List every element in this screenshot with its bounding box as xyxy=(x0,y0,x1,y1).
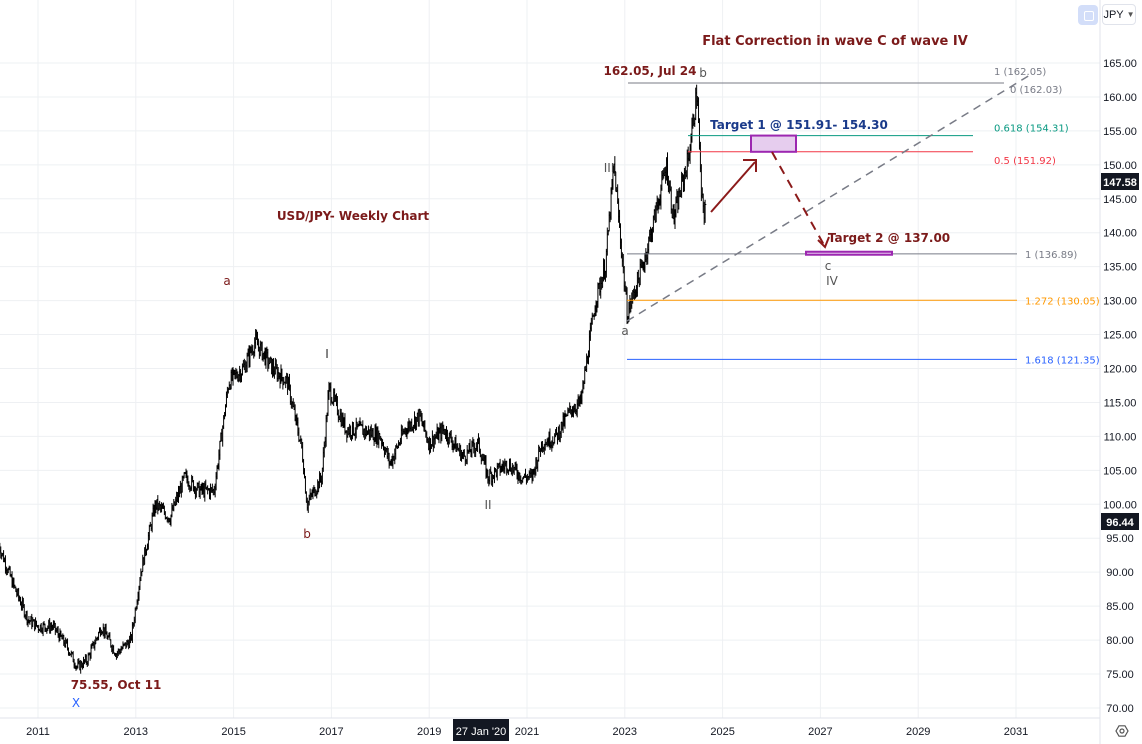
target1-box[interactable] xyxy=(750,134,797,153)
price-tick-label: 135.00 xyxy=(1103,262,1137,274)
time-tick-label: 2023 xyxy=(613,726,637,738)
time-tick-label: 2031 xyxy=(1004,726,1028,738)
target1-label: Target 1 @ 151.91- 154.30 xyxy=(710,118,888,132)
price-tick-label: 120.00 xyxy=(1103,364,1137,376)
time-tick-label: 2017 xyxy=(319,726,343,738)
price-tick-label: 70.00 xyxy=(1106,703,1134,715)
wave-a2: a xyxy=(621,324,628,338)
time-tick-label: 2029 xyxy=(906,726,930,738)
time-tick-label: 2021 xyxy=(515,726,539,738)
arrow-down-head xyxy=(817,236,830,249)
fib-label: 1 (136.89) xyxy=(1025,250,1077,261)
target2-bar[interactable] xyxy=(805,250,893,256)
trend-line[interactable] xyxy=(626,74,1031,322)
price-bar xyxy=(703,199,707,223)
wave-a1: a xyxy=(223,274,230,288)
price-tick-label: 95.00 xyxy=(1106,533,1134,545)
wave-b1: b xyxy=(303,527,311,541)
price-tick-label: 150.00 xyxy=(1103,160,1137,172)
chevron-down-icon: ▼ xyxy=(1126,10,1135,19)
grid xyxy=(0,0,1100,718)
arrow-up-head xyxy=(743,159,757,172)
wave-iv: IV xyxy=(826,274,839,288)
price-tick-label: 165.00 xyxy=(1103,58,1137,70)
time-tick-label: 2025 xyxy=(710,726,734,738)
price-bar xyxy=(304,475,307,494)
time-tick-label: 2011 xyxy=(26,726,50,738)
price-tick-label: 130.00 xyxy=(1103,296,1137,308)
svg-text:147.58: 147.58 xyxy=(1103,177,1137,189)
price-tick-label: 110.00 xyxy=(1104,431,1137,443)
fib-label: 1.618 (121.35) xyxy=(1025,355,1100,366)
crosshair-date-tag: 27 Jan '20 xyxy=(453,719,509,741)
price-tick-label: 75.00 xyxy=(1106,669,1134,681)
price-tick-label: 145.00 xyxy=(1103,194,1137,206)
fib-label: 1.272 (130.05) xyxy=(1025,296,1100,307)
time-axis[interactable]: 2011 2013 2015 2017 2019 2021 2023 2025 2027 2029… xyxy=(26,726,1028,738)
price-tick-label: 115.00 xyxy=(1104,397,1137,409)
price-bars xyxy=(0,84,707,674)
fib-label: 0.618 (154.31) xyxy=(994,124,1069,135)
price-tick-label: 160.00 xyxy=(1103,92,1137,104)
arrow-up[interactable] xyxy=(710,161,756,213)
fib-label: 1 (162.05) xyxy=(994,67,1046,78)
time-tick-label: 2013 xyxy=(124,726,148,738)
target2-label: Target 2 @ 137.00 xyxy=(828,231,950,245)
time-tick-label: 2015 xyxy=(221,726,245,738)
fullscreen-icon[interactable] xyxy=(1078,5,1098,25)
time-tick-label: 2027 xyxy=(808,726,832,738)
low-label: 75.55, Oct 11 xyxy=(71,678,162,692)
wave-i: I xyxy=(325,347,329,361)
fib-label: 0 (162.03) xyxy=(1010,85,1062,96)
price-tick-label: 100.00 xyxy=(1103,499,1137,511)
price-axis[interactable]: 70.00 75.00 80.00 85.00 90.00 95.00 100.00 105.… xyxy=(1103,58,1137,715)
time-tick-label: 2019 xyxy=(417,726,441,738)
high-label: 162.05, Jul 24 xyxy=(603,64,696,78)
price-tick-label: 155.00 xyxy=(1103,126,1137,138)
currency-dropdown[interactable]: JPY ▼ xyxy=(1102,4,1136,25)
svg-text:27 Jan '20: 27 Jan '20 xyxy=(456,726,506,738)
last-price-tag: 147.58 xyxy=(1101,173,1139,190)
drawings xyxy=(626,74,1031,322)
price-tick-label: 105.00 xyxy=(1103,465,1137,477)
wave-b2: b xyxy=(699,66,707,80)
wave-iii: III xyxy=(604,161,615,175)
fib-label: 0.5 (151.92) xyxy=(994,156,1056,167)
gear-icon[interactable] xyxy=(1115,725,1129,737)
price-tick-label: 125.00 xyxy=(1103,330,1137,342)
svg-text:96.44: 96.44 xyxy=(1106,517,1134,529)
price-tick-label: 85.00 xyxy=(1106,601,1134,613)
crosshair-price-tag: 96.44 xyxy=(1101,513,1139,530)
chart-subtitle: Flat Correction in wave C of wave IV xyxy=(702,34,968,49)
price-bar xyxy=(465,445,469,465)
currency-label: JPY xyxy=(1103,8,1124,21)
chart-title: USD/JPY- Weekly Chart xyxy=(277,209,430,223)
fib-levels: 1 (162.05) 0 (162.03) 0.618 (154.31) 0.5 (1… xyxy=(627,67,1100,366)
price-tick-label: 140.00 xyxy=(1103,228,1137,240)
arrow-down-dashed[interactable] xyxy=(771,151,825,246)
price-tick-label: 90.00 xyxy=(1106,567,1134,579)
wave-x: X xyxy=(72,696,80,710)
price-tick-label: 80.00 xyxy=(1106,635,1134,647)
wave-c2: c xyxy=(825,259,832,273)
wave-ii: II xyxy=(484,498,491,512)
